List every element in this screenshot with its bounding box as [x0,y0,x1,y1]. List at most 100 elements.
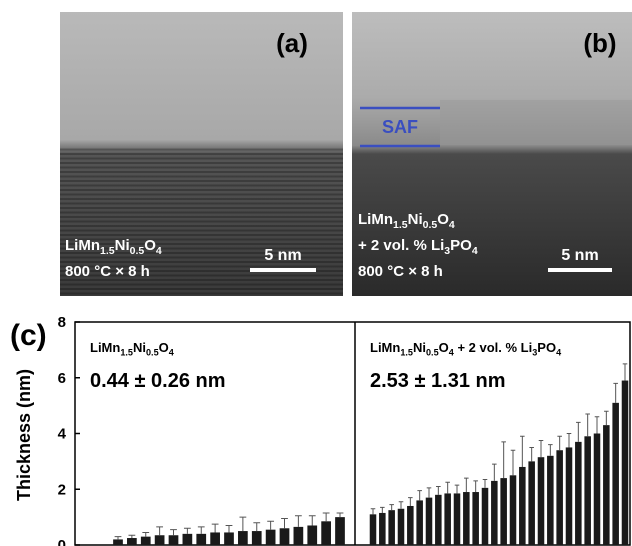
scale-bar-label: 5 nm [561,247,598,264]
error-bar [539,440,544,457]
subscript: 4 [472,245,478,257]
text-segment: 800 °C × 8 h [358,263,443,280]
error-bar [445,482,450,493]
subscript: 0.5 [423,219,438,231]
error-bar [295,516,302,527]
formula-text: LiMn1.5Ni0.5O4 + 2 vol. % Li3PO4 [370,340,562,357]
bar [594,434,601,546]
text-segment: Ni [408,211,423,228]
bar [547,456,554,545]
subscript: 1.5 [400,347,413,357]
bar [388,510,395,545]
text-segment: + 2 vol. % Li [454,340,532,355]
error-bar [557,436,562,450]
bar [379,513,386,545]
bar [335,517,345,545]
error-bar [389,505,394,511]
bar [224,532,234,545]
subscript: 4 [156,245,162,257]
bar [622,381,629,545]
error-bar [253,523,260,531]
subscript: 4 [169,347,175,357]
bar [196,534,206,545]
stat-label: 2.53 ± 1.31 nm [370,370,506,392]
bar [528,461,535,545]
bar [169,535,179,545]
bar [584,436,591,545]
error-bar [408,498,413,506]
error-bar [511,450,516,475]
y-tick-label: 2 [58,481,66,498]
error-bar [604,411,609,425]
error-bar [464,478,469,492]
bar [416,500,423,545]
error-bar [128,535,135,538]
bar [426,498,433,545]
subscript: 1.5 [100,245,115,257]
bar [538,457,545,545]
error-bar [309,516,316,526]
bar [252,531,262,545]
bar [510,475,517,545]
subscript: 0.5 [146,347,159,357]
bar [113,539,123,545]
bar [612,403,619,545]
formula-text: 800 °C × 8 h [358,263,443,280]
bar [398,509,405,545]
bar [519,467,526,545]
error-bar [371,509,376,515]
bar [321,521,331,545]
text-segment: LiMn [90,340,120,355]
bar [444,493,451,545]
bar [482,488,489,545]
saf-label: SAF [382,117,418,137]
bar [500,478,507,545]
text-segment: LiMn [358,211,393,228]
error-bar [184,528,191,534]
error-bar [337,513,344,517]
y-axis-label: Thickness (nm) [14,369,34,501]
text-segment: O [144,237,156,254]
formula-text: 800 °C × 8 h [65,263,150,280]
bar [491,481,498,545]
error-bar [501,442,506,478]
subscript: 1.5 [393,219,408,231]
panel-label: (c) [10,319,47,352]
bar [575,442,582,545]
subscript: 0.5 [130,245,145,257]
formula-text: + 2 vol. % Li3PO4 [358,237,478,257]
formula-text: LiMn1.5Ni0.5O4 [90,340,175,357]
bar [603,425,610,545]
error-bar [417,491,422,501]
error-bar [399,502,404,509]
bar [210,532,220,545]
error-bar [613,383,618,403]
bar [266,530,276,545]
y-tick-label: 6 [58,370,66,387]
subscript: 4 [449,219,455,231]
error-bar [212,524,219,532]
error-bar [380,507,385,513]
bar [472,492,479,545]
bar [155,535,165,545]
panel-label: (b) [583,28,616,58]
error-bar [239,517,246,531]
subscript: 4 [556,347,562,357]
bar [307,525,317,545]
error-bar [595,417,600,434]
text-segment: Ni [115,237,130,254]
text-segment: LiMn [370,340,400,355]
text-segment: O [439,340,449,355]
bar [127,538,137,545]
error-bar [455,485,460,493]
text-segment: O [159,340,169,355]
error-bar [198,527,205,534]
bar [294,527,304,545]
error-bar [585,414,590,436]
subscript: 0.5 [426,347,439,357]
error-bar [576,422,581,442]
bar [141,537,151,545]
text-segment: Ni [413,340,426,355]
bar [556,450,563,545]
error-bar [529,447,534,461]
